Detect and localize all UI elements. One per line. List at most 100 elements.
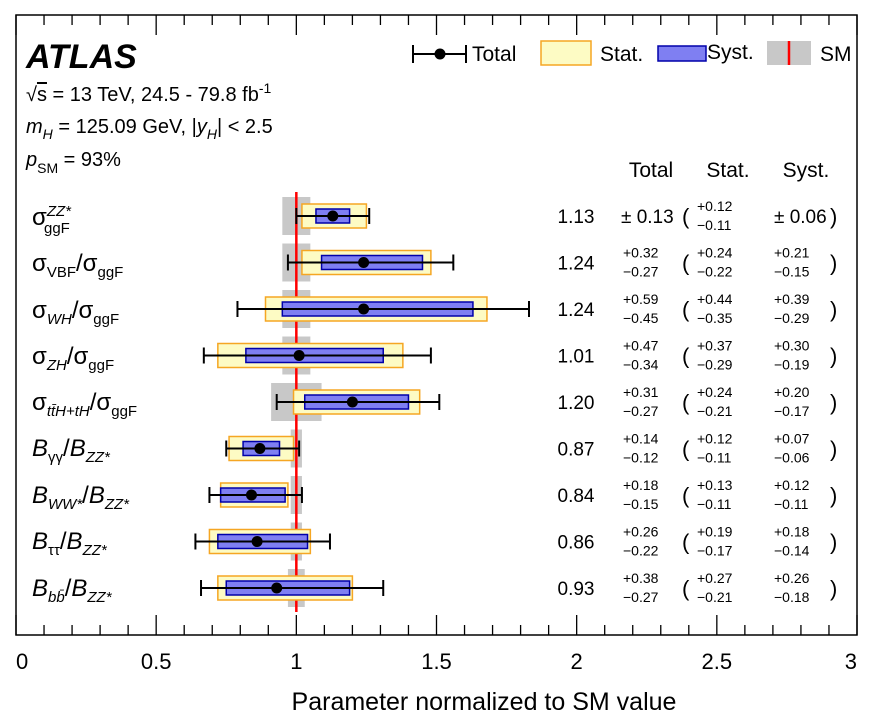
row-label-bb: Bbb̄/BZZ* <box>32 575 113 606</box>
stat-uncertainty-up: +0.27 <box>697 570 733 586</box>
row-label-wh: σWH/σggF <box>32 297 119 328</box>
total-uncertainty-up: +0.18 <box>623 477 659 493</box>
stat-open-paren: ( <box>682 530 690 555</box>
total-uncertainty-down: −0.12 <box>623 450 659 466</box>
measurement-marks <box>194 203 531 601</box>
value-columns: 1.13 ± 0.13 (+0.12 −0.11 ± 0.06) 1.24 +0.32 −0.… <box>558 198 838 605</box>
central-value-text: 1.24 <box>558 254 595 275</box>
syst-close-paren: ) <box>830 297 837 322</box>
stat-uncertainty-up: +0.13 <box>697 477 733 493</box>
syst-close-paren: ) <box>830 483 837 508</box>
row-label-ww: BWW*/BZZ* <box>32 482 130 513</box>
row-label-vbf: σVBF/σggF <box>32 250 123 281</box>
stat-uncertainty-down: −0.29 <box>697 357 733 373</box>
total-uncertainty-up: +0.26 <box>623 524 659 540</box>
stat-uncertainty-down: −0.21 <box>697 403 733 419</box>
stat-uncertainty-up: +0.37 <box>697 338 733 354</box>
column-header-syst: Syst. <box>783 159 830 182</box>
total-uncertainty-up: +0.47 <box>623 338 659 354</box>
legend: Total Stat. Syst. SM <box>412 40 852 66</box>
stat-uncertainty-down: −0.11 <box>697 496 732 512</box>
central-value-marker <box>358 257 370 268</box>
x-tick-label: 1.5 <box>421 649 452 674</box>
stat-open-paren: ( <box>682 483 690 508</box>
syst-uncertainty-up: +0.20 <box>774 384 810 400</box>
stat-open-paren: ( <box>682 344 690 369</box>
central-value-text: 0.87 <box>558 440 595 461</box>
row-label-zh: σZH/σggF <box>32 343 114 374</box>
central-value-text: 0.86 <box>558 533 595 554</box>
syst-uncertainty-text: ± 0.06 <box>774 207 827 228</box>
total-uncertainty-down: −0.15 <box>623 496 659 512</box>
stat-open-paren: ( <box>682 576 690 601</box>
central-value-marker <box>271 582 283 594</box>
stat-open-paren: ( <box>682 390 690 415</box>
stat-open-paren: ( <box>682 251 690 276</box>
energy-lumi-info: √s = 13 TeV, 24.5 - 79.8 fb-1 <box>26 80 271 106</box>
column-header-stat: Stat. <box>706 159 749 182</box>
central-value-text: 1.20 <box>558 393 595 414</box>
syst-uncertainty-up: +0.12 <box>774 477 810 493</box>
syst-uncertainty-down: −0.14 <box>774 543 810 559</box>
syst-uncertainty-up: +0.07 <box>774 431 810 447</box>
stat-uncertainty-down: −0.11 <box>697 450 732 466</box>
total-uncertainty-up: +0.38 <box>623 570 659 586</box>
legend-total-marker <box>412 45 467 63</box>
central-value-text: 1.01 <box>558 347 595 368</box>
stat-uncertainty-down: −0.22 <box>697 264 733 280</box>
syst-close-paren: ) <box>830 576 837 601</box>
central-value-marker <box>245 489 257 501</box>
total-uncertainty-text: ± 0.13 <box>621 207 674 228</box>
total-uncertainty-down: −0.27 <box>623 264 659 280</box>
syst-uncertainty-down: −0.17 <box>774 403 810 419</box>
stat-uncertainty-up: +0.12 <box>697 198 733 214</box>
x-tick-label: 1 <box>290 649 302 674</box>
syst-close-paren: ) <box>830 251 837 276</box>
total-uncertainty-up: +0.59 <box>623 291 659 307</box>
total-uncertainty-down: −0.34 <box>623 357 659 373</box>
legend-syst-swatch <box>657 45 707 62</box>
syst-uncertainty-down: −0.29 <box>774 310 810 326</box>
total-uncertainty-down: −0.27 <box>623 403 659 419</box>
total-uncertainty-down: −0.45 <box>623 310 659 326</box>
row-label-ggf-zz: σZZ* ggF <box>32 203 72 237</box>
syst-close-paren: ) <box>830 344 837 369</box>
stat-uncertainty-up: +0.44 <box>697 291 733 307</box>
row-label-tth: σtt̄H+tH/σggF <box>32 389 137 420</box>
syst-uncertainty-down: −0.19 <box>774 357 810 373</box>
central-value-marker <box>358 303 370 315</box>
syst-close-paren: ) <box>830 390 837 415</box>
total-uncertainty-up: +0.14 <box>623 431 659 447</box>
syst-close-paren: ) <box>830 530 837 555</box>
total-uncertainty-up: +0.31 <box>623 384 659 400</box>
central-value-marker <box>346 396 358 408</box>
central-value-marker <box>254 443 266 454</box>
psm-info: pSM = 93% <box>25 149 121 176</box>
stat-uncertainty-up: +0.24 <box>697 384 733 400</box>
total-uncertainty-down: −0.22 <box>623 543 659 559</box>
syst-uncertainty-up: +0.39 <box>774 291 810 307</box>
stat-open-paren: ( <box>682 437 690 462</box>
experiment-label: ATLAS <box>25 38 137 76</box>
total-uncertainty-down: −0.27 <box>623 589 659 605</box>
central-value-marker <box>327 210 339 222</box>
row-labels: σZZ* ggF σVBF/σggF σWH/σggF σZH/σggF σtt̄… <box>32 203 137 606</box>
total-uncertainty-up: +0.32 <box>623 245 659 261</box>
stat-uncertainty-up: +0.19 <box>697 524 733 540</box>
stat-uncertainty-down: −0.17 <box>697 543 733 559</box>
x-axis: 0 0.5 1 1.5 2 2.5 3 <box>15 15 858 674</box>
syst-uncertainty-up: +0.18 <box>774 524 810 540</box>
mass-rapidity-info: mH = 125.09 GeV, |yH| < 2.5 <box>26 116 273 142</box>
central-value-marker <box>251 536 263 547</box>
legend-syst-label: Syst. <box>707 41 754 64</box>
x-tick-label: 2.5 <box>702 649 733 674</box>
syst-uncertainty-up: +0.30 <box>774 338 810 354</box>
legend-total-label: Total <box>472 43 516 66</box>
central-value-marker <box>293 350 305 361</box>
syst-uncertainty-down: −0.18 <box>774 589 810 605</box>
syst-close-paren: ) <box>830 204 837 229</box>
syst-uncertainty-down: −0.11 <box>774 496 809 512</box>
syst-uncertainty-down: −0.15 <box>774 264 810 280</box>
stat-uncertainty-down: −0.35 <box>697 310 733 326</box>
